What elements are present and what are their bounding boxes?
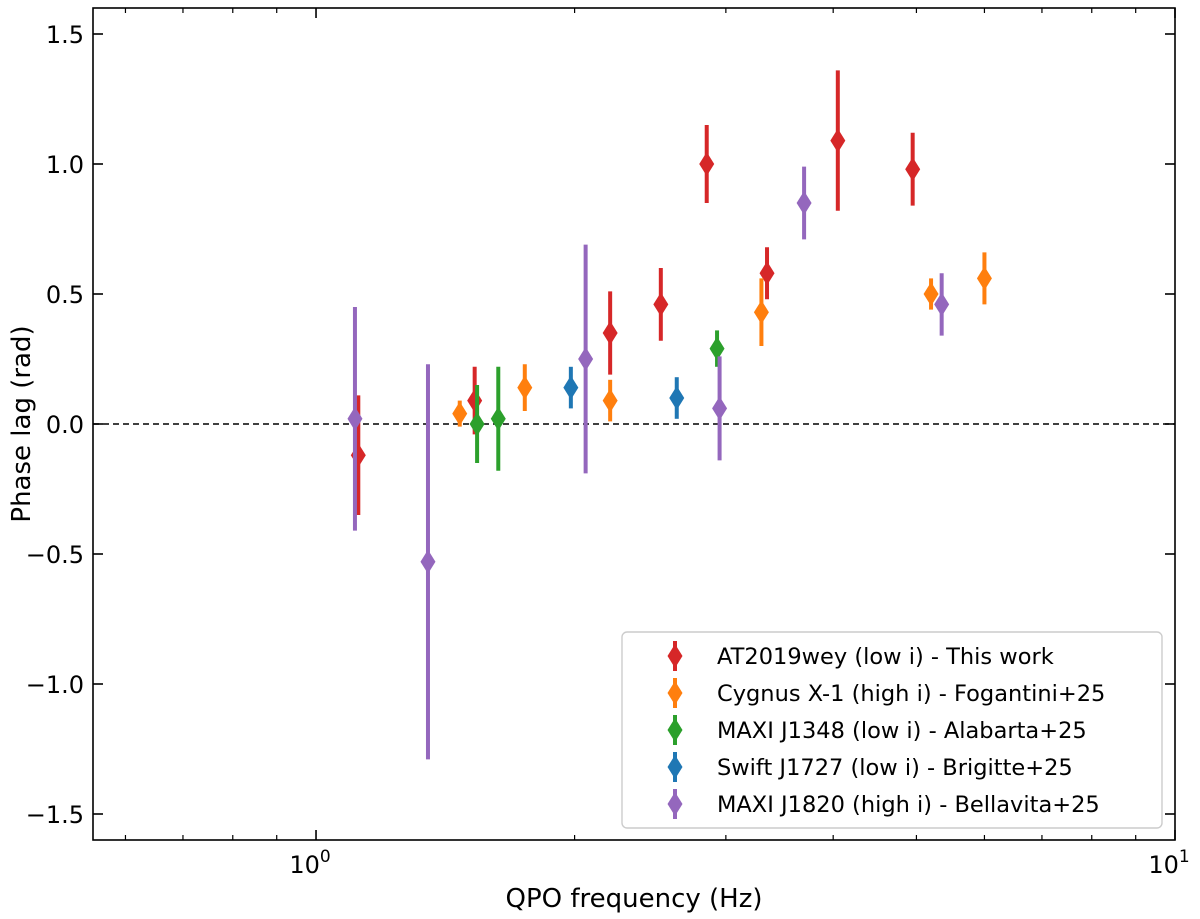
data-points bbox=[347, 70, 992, 760]
data-point-marker bbox=[753, 300, 769, 325]
legend-marker bbox=[667, 755, 683, 779]
y-tick-label: 1.0 bbox=[46, 151, 84, 179]
series-3 bbox=[563, 366, 685, 419]
legend: AT2019wey (low i) - This work Cygnus X-1 … bbox=[621, 631, 1163, 829]
x-tick-label: 101 bbox=[1148, 847, 1189, 879]
data-point-marker bbox=[905, 157, 921, 182]
legend-marker bbox=[667, 792, 683, 816]
data-point-marker bbox=[669, 386, 685, 410]
data-point-marker bbox=[490, 406, 506, 431]
x-tick-base: 10 bbox=[1148, 851, 1179, 879]
x-tick-label: 100 bbox=[289, 847, 330, 879]
x-tick-exponent: 0 bbox=[320, 847, 331, 867]
data-point-marker bbox=[709, 336, 725, 361]
data-point-marker bbox=[347, 406, 363, 431]
x-axis-ticks: 100 101 bbox=[124, 8, 1190, 879]
data-point-marker bbox=[563, 375, 579, 400]
data-point-marker bbox=[467, 388, 483, 413]
data-point-marker bbox=[830, 128, 846, 153]
legend-entry-label: MAXI J1820 (high i) - Bellavita+25 bbox=[717, 792, 1100, 818]
data-point-marker bbox=[578, 347, 594, 371]
data-point-marker bbox=[602, 388, 618, 413]
x-tick-base: 10 bbox=[289, 851, 320, 879]
legend-marker bbox=[667, 681, 683, 705]
x-tick-exponent: 1 bbox=[1179, 847, 1190, 867]
y-axis-ticks: 1.5 1.0 0.5 0.0 −0.5 −1.0 −1.5 bbox=[26, 21, 1175, 829]
series-4 bbox=[347, 166, 950, 760]
y-tick-label: −1.5 bbox=[26, 801, 84, 829]
legend-entry-label: Cygnus X-1 (high i) - Fogantini+25 bbox=[717, 681, 1105, 707]
data-point-marker bbox=[712, 396, 728, 421]
legend-marker bbox=[667, 644, 683, 668]
data-point-marker bbox=[934, 292, 950, 317]
series-2 bbox=[469, 330, 725, 471]
series-0 bbox=[350, 70, 921, 515]
data-point-marker bbox=[517, 375, 533, 400]
data-point-marker bbox=[653, 292, 669, 317]
legend-marker bbox=[667, 718, 683, 742]
data-point-marker bbox=[699, 152, 715, 176]
legend-entry-label: Swift J1727 (low i) - Brigitte+25 bbox=[717, 755, 1073, 781]
data-point-marker bbox=[602, 321, 618, 345]
data-point-marker bbox=[923, 282, 939, 306]
y-axis-label: Phase lag (rad) bbox=[7, 325, 37, 522]
legend-entry-label: MAXI J1348 (low i) - Alabarta+25 bbox=[717, 718, 1087, 744]
data-point-marker bbox=[796, 191, 812, 215]
legend-entry-label: AT2019wey (low i) - This work bbox=[717, 644, 1054, 670]
series-1 bbox=[452, 252, 992, 427]
y-tick-label: 1.5 bbox=[46, 21, 84, 49]
data-point-marker bbox=[420, 549, 436, 574]
data-point-marker bbox=[976, 266, 992, 291]
y-tick-label: −1.0 bbox=[26, 671, 84, 699]
y-tick-label: 0.5 bbox=[46, 281, 84, 309]
y-tick-label: −0.5 bbox=[26, 541, 84, 569]
legend-box bbox=[621, 631, 1163, 829]
x-axis-label: QPO frequency (Hz) bbox=[505, 884, 762, 914]
data-point-marker bbox=[469, 412, 485, 436]
y-tick-label: 0.0 bbox=[46, 411, 84, 439]
data-point-marker bbox=[452, 401, 468, 426]
